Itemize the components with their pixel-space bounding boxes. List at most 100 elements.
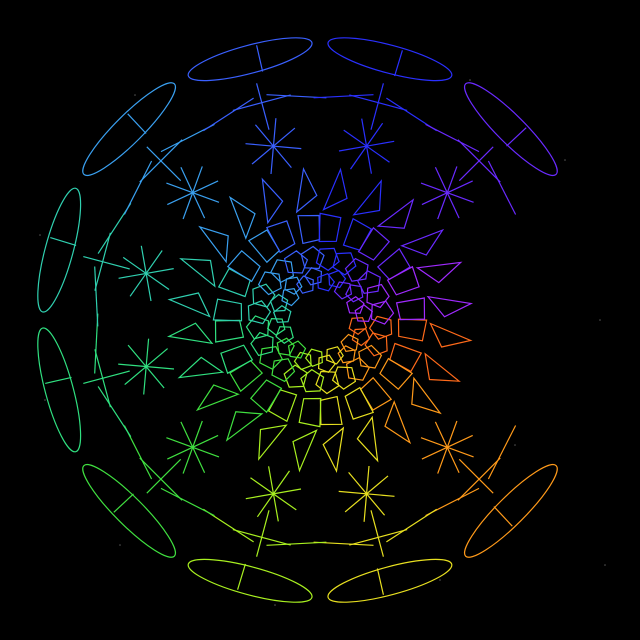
- pentagon-shape: [317, 272, 336, 292]
- triangle-shape: [424, 352, 461, 382]
- triangle-shape: [356, 415, 379, 463]
- cross-line-shape: [160, 487, 215, 517]
- triangle-shape: [166, 322, 214, 345]
- pentagon-shape: [284, 276, 303, 295]
- pentagon-shape: [300, 245, 325, 270]
- pentagon-shape: [300, 368, 325, 393]
- pentagon-shape: [275, 326, 294, 344]
- pentagon-shape: [345, 284, 364, 303]
- triangle-shape: [258, 424, 288, 461]
- dot-mark: [134, 94, 136, 96]
- pentagon-shape: [368, 315, 393, 340]
- pentagon-shape: [317, 354, 336, 374]
- quadrilateral-shape: [386, 265, 420, 296]
- quadrilateral-shape: [342, 217, 373, 251]
- ellipse-tick-shape: [50, 237, 77, 246]
- star-line-shape: [254, 124, 292, 168]
- cross-line-shape: [123, 160, 153, 215]
- cross-line-shape: [487, 160, 517, 215]
- quadrilateral-shape: [226, 249, 261, 283]
- pentagon-shape: [348, 317, 368, 336]
- quadrilateral-shape: [298, 397, 322, 428]
- star-line-shape: [420, 437, 474, 458]
- cross-line-shape: [487, 425, 517, 480]
- triangle-shape: [384, 400, 412, 445]
- ellipse-tick-shape: [376, 568, 384, 595]
- cross-line-shape: [425, 123, 480, 153]
- pentagon-shape: [281, 287, 300, 307]
- pentagon-shape: [270, 259, 295, 284]
- quadrilateral-shape: [344, 386, 375, 420]
- pentagon-shape: [358, 344, 383, 369]
- pentagon-shape: [287, 340, 307, 359]
- ellipse-tick-shape: [237, 563, 246, 590]
- pentagon-shape: [252, 283, 276, 308]
- triangle-shape: [177, 356, 225, 379]
- quadrilateral-shape: [214, 319, 245, 343]
- quadrilateral-shape: [249, 379, 283, 414]
- pentagon-shape: [304, 266, 323, 286]
- cross-line-shape: [83, 256, 130, 270]
- triangle-shape: [292, 429, 318, 473]
- dot-mark: [514, 444, 516, 446]
- quadrilateral-shape: [395, 297, 426, 321]
- triangle-shape: [400, 228, 445, 256]
- triangle-shape: [322, 426, 345, 474]
- ellipse-tick-shape: [45, 376, 72, 384]
- quadrilateral-shape: [357, 226, 391, 261]
- dot-mark: [439, 579, 441, 581]
- ellipse-tick-shape: [506, 127, 527, 147]
- pentagon-shape: [370, 300, 395, 325]
- triangle-shape: [228, 195, 256, 240]
- pentagon-shape: [332, 252, 357, 276]
- pentagon-shape: [340, 333, 359, 353]
- pentagon-shape: [257, 271, 282, 296]
- pentagon-shape: [283, 364, 308, 388]
- star-line-shape: [361, 118, 372, 174]
- quadrilateral-shape: [212, 298, 243, 322]
- cross-line-shape: [146, 458, 182, 494]
- ellipse-shape: [327, 558, 453, 603]
- triangle-shape: [167, 292, 211, 318]
- triangle-shape: [295, 166, 318, 214]
- pentagon-shape: [315, 370, 340, 395]
- quadrilateral-shape: [265, 220, 296, 254]
- quadrilateral-shape: [376, 247, 411, 281]
- ellipse-shape: [463, 463, 558, 558]
- star-line-shape: [348, 472, 386, 516]
- dot-mark: [39, 234, 41, 236]
- pentagon-shape: [315, 247, 340, 272]
- dot-mark: [564, 159, 566, 161]
- pentagon-shape: [272, 304, 292, 323]
- dot-mark: [274, 604, 276, 606]
- pentagon-shape: [247, 300, 272, 325]
- pentagon-shape: [296, 275, 314, 294]
- triangle-shape: [261, 177, 284, 225]
- pentagon-shape: [354, 304, 374, 323]
- cross-line-shape: [256, 510, 270, 557]
- ellipse-tick-shape: [113, 493, 134, 513]
- pentagon-shape: [328, 269, 347, 289]
- star-line-shape: [166, 182, 220, 203]
- quadrilateral-shape: [389, 342, 423, 373]
- quadrilateral-shape: [229, 359, 264, 393]
- triangle-shape: [411, 376, 442, 415]
- dot-mark: [469, 79, 471, 81]
- quadrilateral-shape: [397, 318, 428, 342]
- pentagon-shape: [276, 337, 295, 356]
- dot-mark: [44, 399, 46, 401]
- ellipse-tick-shape: [256, 45, 264, 72]
- triangle-shape: [429, 322, 473, 348]
- pentagon-shape: [333, 281, 353, 300]
- pentagon-shape: [337, 345, 356, 364]
- cross-line-shape: [313, 94, 374, 99]
- pentagon-shape: [331, 366, 357, 390]
- triangle-shape: [225, 411, 264, 442]
- star-line-shape: [118, 268, 174, 279]
- pentagon-shape: [356, 270, 381, 295]
- pentagon-shape: [346, 296, 365, 314]
- quadrilateral-shape: [379, 357, 414, 391]
- cross-line-shape: [97, 386, 132, 438]
